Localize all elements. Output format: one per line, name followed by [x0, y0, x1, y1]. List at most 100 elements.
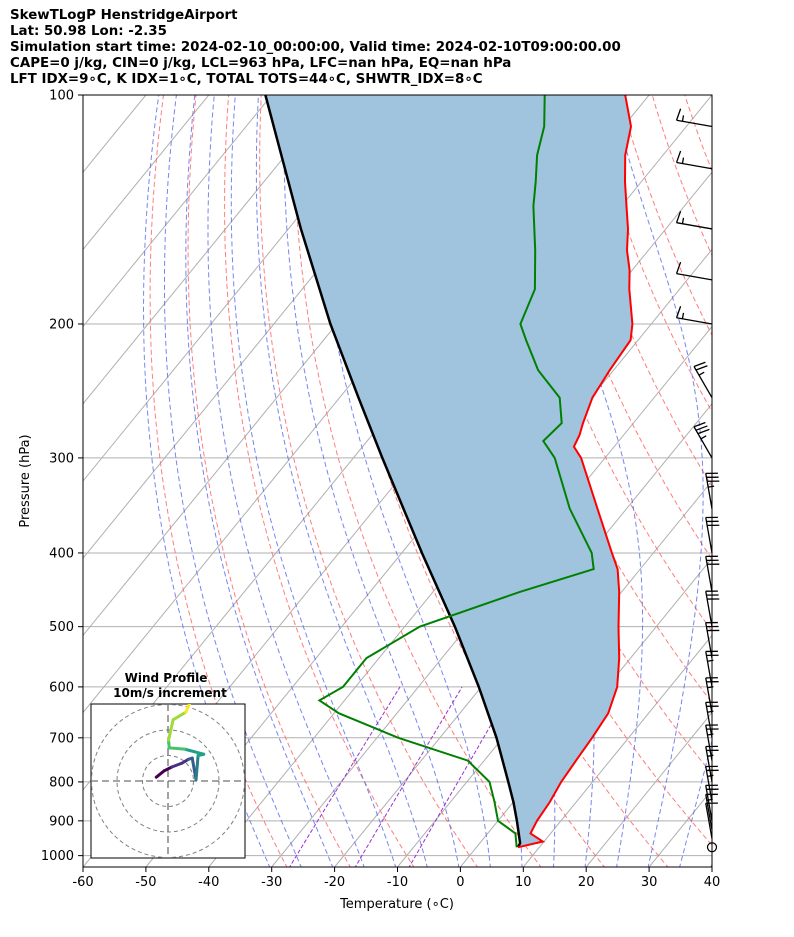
- wind-barb-staff: [705, 651, 713, 688]
- moist-adiabat-line: [742, 95, 794, 869]
- wind-barb-flag: [693, 361, 706, 368]
- moist-adiabat-line: [164, 95, 302, 867]
- wind-barb-half-flag: [707, 754, 714, 757]
- isotherm-line: [83, 95, 210, 251]
- wind-barb-staff: [693, 366, 713, 399]
- wind-barb-staff: [705, 677, 713, 714]
- wind-barb-flag: [693, 421, 706, 428]
- wind-barb-staff: [676, 317, 713, 325]
- stability-line: CAPE=0 j/kg, CIN=0 j/kg, LCL=963 hPa, LF…: [10, 56, 512, 71]
- isotherm-line: [83, 95, 335, 405]
- cape-shading: [265, 95, 633, 848]
- isotherm-line: [334, 403, 712, 867]
- x-tick-label: -10: [387, 875, 408, 890]
- isotherm-line: [83, 95, 398, 482]
- time-line: Simulation start time: 2024-02-10_00:00:…: [10, 40, 621, 55]
- isotherm-line: [83, 95, 84, 96]
- wind-barb-staff: [705, 725, 713, 761]
- y-tick-label: 200: [49, 317, 74, 332]
- wind-barb-staff: [705, 473, 713, 509]
- y-tick-label: 400: [49, 546, 74, 561]
- x-tick-label: 10: [515, 875, 532, 890]
- moist-adiabat-line: [207, 95, 365, 867]
- moist-adiabat-line: [230, 95, 397, 867]
- hodograph-segment: [167, 746, 187, 751]
- wind-barb-half-flag: [681, 312, 685, 319]
- x-tick-label: 30: [641, 875, 658, 890]
- wind-barb-half-flag: [708, 485, 715, 488]
- hodograph-title: Wind Profile: [125, 671, 208, 685]
- isotherm-line: [648, 789, 712, 867]
- cin-area: [265, 95, 633, 848]
- wind-barb-flag: [675, 150, 682, 163]
- x-axis-label: Temperature (∘C): [339, 897, 454, 912]
- hodograph-segment: [183, 747, 206, 756]
- moist-adiabat-line: [611, 95, 704, 867]
- hodograph-segment: [194, 754, 200, 782]
- wind-barb-half-flag: [707, 686, 714, 689]
- wind-barb-half-flag: [700, 435, 707, 440]
- hodograph-segment: [184, 704, 191, 714]
- wind-barb-flag: [675, 306, 682, 318]
- hodograph-segment: [167, 718, 175, 742]
- wind-barb-flag: [695, 365, 708, 371]
- wind-barb-staff: [705, 591, 713, 627]
- moist-adiabat-line: [314, 95, 491, 867]
- x-tick-label: 0: [456, 875, 464, 890]
- wind-barb-staff: [705, 702, 713, 738]
- y-tick-label: 900: [49, 814, 74, 829]
- dry-adiabat-line: [783, 95, 794, 869]
- y-tick-label: 700: [49, 731, 74, 746]
- y-axis-label: Pressure (hPa): [18, 434, 33, 527]
- moist-adiabat-line: [519, 95, 644, 867]
- dry-adiabat-line: [684, 95, 712, 173]
- wind-barb-flag: [675, 211, 682, 223]
- isotherm-line: [522, 634, 712, 867]
- y-tick-label: 500: [49, 620, 74, 635]
- sounding-profiles: [264, 95, 634, 849]
- wind-barb-staff: [705, 517, 713, 554]
- chart-header: SkewTLogP HenstridgeAirport Lat: 50.98 L…: [10, 8, 621, 88]
- wind-barb-half-flag: [707, 710, 714, 713]
- x-tick-label: -20: [324, 875, 345, 890]
- x-tick-label: -30: [261, 875, 282, 890]
- moist-adiabat-line: [143, 95, 271, 867]
- y-tick-label: 1000: [41, 849, 74, 864]
- dry-adiabat-line: [750, 95, 794, 869]
- wind-barb-flag: [695, 425, 708, 431]
- wind-barb-flag: [675, 261, 682, 274]
- x-tick-label: -60: [72, 875, 93, 890]
- dry-adiabat-line: [586, 95, 712, 413]
- wind-barb-staff: [705, 766, 713, 803]
- dry-adiabat-line: [717, 95, 794, 869]
- moist-adiabat-line: [710, 862, 712, 867]
- wind-barb-staff: [705, 803, 713, 839]
- wind-barb-staff: [705, 746, 713, 783]
- hodograph-inset: Wind Profile 10m/s increment: [90, 671, 246, 859]
- dry-adiabat-line: [224, 95, 415, 867]
- wind-barb-half-flag: [707, 733, 714, 736]
- wind-barb-half-flag: [681, 217, 685, 224]
- wind-barb-half-flag: [698, 371, 705, 376]
- parcel-line: [264, 95, 522, 848]
- wind-barb-staff: [705, 556, 713, 592]
- wind-barb-staff: [693, 426, 713, 459]
- x-tick-label: 40: [704, 875, 721, 890]
- moist-adiabat-line: [283, 95, 460, 867]
- y-tick-label: 600: [49, 680, 74, 695]
- dry-adiabat-line: [651, 95, 712, 257]
- wind-barb-flag: [697, 428, 710, 435]
- wind-barb-staff: [705, 622, 713, 659]
- hodograph-subtitle: 10m/s increment: [113, 686, 227, 700]
- wind-barb-staff: [676, 272, 713, 281]
- wind-barb-half-flag: [681, 115, 685, 122]
- isotherm-line: [83, 95, 273, 328]
- isotherm-line: [711, 866, 712, 867]
- isotherm-line: [775, 95, 794, 867]
- index-line: LFT IDX=9∘C, K IDX=1∘C, TOTAL TOTS=44∘C,…: [10, 72, 483, 87]
- x-tick-label: 20: [578, 875, 595, 890]
- axes: -60 -50 -40 -30 -20 -10 0 10 20 30 40 100 200 300 400 5…: [41, 89, 720, 891]
- wind-barb-staff: [705, 785, 713, 821]
- moist-adiabat-line: [185, 95, 334, 867]
